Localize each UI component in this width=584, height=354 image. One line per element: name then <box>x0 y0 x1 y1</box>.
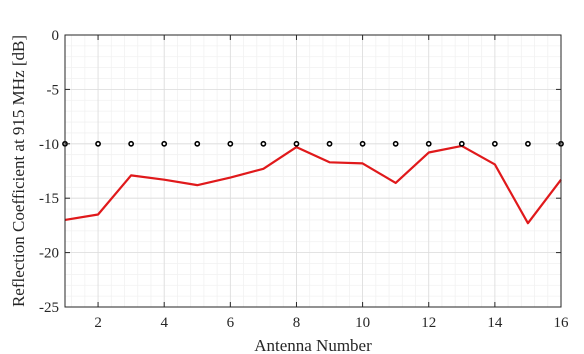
series-marker <box>458 140 465 147</box>
y-tick-label: 0 <box>52 28 60 44</box>
x-axis-label: Antenna Number <box>254 336 372 354</box>
x-tick-label: 16 <box>554 315 570 331</box>
series-marker <box>161 140 168 147</box>
series-marker <box>227 140 234 147</box>
series-marker <box>392 140 399 147</box>
y-tick-label: -25 <box>39 300 59 316</box>
y-axis-label: Reflection Coefficient at 915 MHz [dB] <box>9 35 28 307</box>
series-marker <box>128 140 135 147</box>
x-tick-label: 12 <box>421 315 436 331</box>
x-tick-label: 2 <box>94 315 102 331</box>
y-tick-label: -15 <box>39 191 59 207</box>
series-marker <box>359 140 366 147</box>
x-tick-label: 10 <box>355 315 370 331</box>
series-marker <box>525 140 531 147</box>
x-tick-label: 6 <box>227 315 235 331</box>
series-marker <box>293 140 300 147</box>
series-marker <box>260 140 267 147</box>
series-marker <box>95 140 101 147</box>
plot-frame <box>64 34 562 308</box>
x-tick-label: 14 <box>487 315 503 331</box>
series-line <box>64 144 562 225</box>
series-layer <box>62 140 564 225</box>
x-tick-label: 4 <box>160 315 168 331</box>
y-tick-label: -10 <box>39 137 59 153</box>
plot-area <box>65 35 561 307</box>
x-tick-label: 8 <box>293 315 301 331</box>
series-marker <box>194 140 201 147</box>
series-marker <box>491 140 498 147</box>
axis-ticks <box>65 34 562 308</box>
series-marker <box>425 140 432 147</box>
series-marker <box>326 140 333 147</box>
y-tick-label: -20 <box>39 246 59 262</box>
y-tick-label: -5 <box>47 82 60 98</box>
tick-labels: 2 4 6 8 10 12 14 16 0 -5 -10 -15 -20 -25 <box>39 28 569 331</box>
